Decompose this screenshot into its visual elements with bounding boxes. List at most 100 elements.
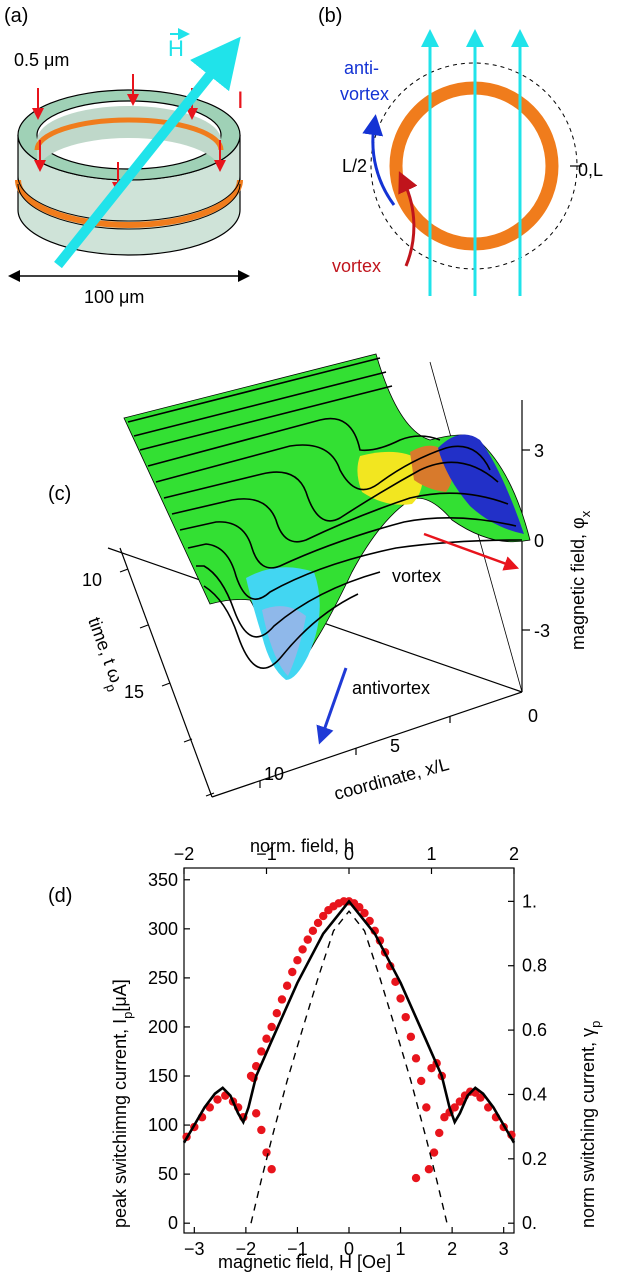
theory-curve <box>182 899 516 1144</box>
data-point <box>293 956 302 965</box>
junction-inner <box>34 117 224 151</box>
antivortex-label-2: vortex <box>340 84 389 104</box>
x-tick-label: −3 <box>184 1239 205 1259</box>
right-tick-label: 0.4 <box>522 1084 547 1104</box>
x-tick-label: 2 <box>447 1239 457 1259</box>
field-surface <box>123 353 531 680</box>
time-ticks <box>119 568 215 797</box>
svg-text:coordinate, x/L: coordinate, x/L <box>332 754 451 804</box>
x-tick-label: 3 <box>499 1239 509 1259</box>
y-tick-label: 150 <box>148 1066 178 1086</box>
z-tick-neg3: -3 <box>534 621 550 641</box>
vortex-label: vortex <box>332 256 381 276</box>
antivortex-label-1: anti- <box>344 58 379 78</box>
right-tick-label: 0.2 <box>522 1149 547 1169</box>
data-point <box>267 1165 276 1174</box>
data-point <box>401 1012 410 1022</box>
data-point <box>251 1109 261 1118</box>
z-tick-0: 0 <box>534 531 544 551</box>
data-point <box>396 994 405 1003</box>
data-point <box>406 1032 416 1041</box>
right-tick-label: 0.6 <box>522 1020 547 1040</box>
thickness-label: 0.5 μm <box>14 50 69 70</box>
x-tick-label: 1 <box>396 1239 406 1259</box>
panel-b: (b) anti- vortex vortex L/2 0,L <box>318 5 603 296</box>
coord-tick-0: 0 <box>528 706 538 726</box>
time-axis-title: time, t ωp <box>80 615 129 694</box>
coord-tick-5: 5 <box>390 736 400 756</box>
top-tick-label: 1 <box>426 844 436 864</box>
antivortex-arrow <box>316 667 348 745</box>
panel-c: (c) 3 0 -3 10 15 10 5 0 <box>48 353 593 804</box>
data-point <box>303 935 312 944</box>
data-point <box>416 1076 426 1086</box>
data-point <box>391 977 400 987</box>
left-axis-title: peak switchimng current, Ip[μA] <box>110 979 135 1228</box>
coordinate-ticks <box>259 716 451 788</box>
bottom-axis-title: magnetic field, H [Oe] <box>218 1252 391 1272</box>
data-point <box>257 1125 266 1135</box>
data-point <box>262 1148 271 1157</box>
y-tick-label: 100 <box>148 1115 178 1135</box>
data-point <box>262 1034 271 1043</box>
x-tick-label: −2 <box>236 1239 257 1259</box>
coord-tick-10: 10 <box>264 764 284 784</box>
field-label: H <box>168 36 184 61</box>
data-point <box>435 1128 444 1138</box>
panel-b-label: (b) <box>318 5 342 27</box>
panel-d-label: (d) <box>48 885 72 907</box>
origin-label: 0,L <box>578 160 603 180</box>
diameter-label: 100 μm <box>84 287 144 307</box>
z-axis-title: magnetic field, φx <box>568 510 593 650</box>
data-point <box>277 995 287 1004</box>
svg-text:time, t ωp: time, t ωp <box>80 615 129 694</box>
data-point <box>422 1103 431 1112</box>
top-axis-title: norm. field, h <box>250 836 354 856</box>
panel-a-label: (a) <box>4 5 28 27</box>
z-tick-3: 3 <box>534 441 544 461</box>
coordinate-axis-title: coordinate, x/L <box>332 754 451 804</box>
y-tick-label: 300 <box>148 919 178 939</box>
svg-text:peak switchimng current, Ip[μA: peak switchimng current, Ip[μA] <box>110 979 135 1228</box>
field-arrow <box>54 36 241 269</box>
time-tick-15: 15 <box>124 682 144 702</box>
data-point <box>257 1047 266 1056</box>
antivortex-path <box>362 114 396 206</box>
right-tick-label: 0. <box>522 1213 537 1233</box>
field-lines <box>421 29 529 296</box>
data-point <box>267 1022 276 1032</box>
right-axis-title: norm switching current, γp <box>578 1021 603 1228</box>
junction-outer <box>15 179 243 228</box>
data-point <box>411 1054 421 1063</box>
data-point <box>360 908 369 918</box>
panel-c-label: (c) <box>48 483 71 505</box>
top-tick-label: −2 <box>174 844 195 864</box>
panel-d: (d) norm. field, h −3 −2 −1 0 1 2 3 −2 −1 0 1 2 0 50 1… <box>48 836 603 1272</box>
data-point <box>424 1165 434 1174</box>
plot-layer: −3 −2 −1 0 1 2 3 −2 −1 0 1 2 0 50 100 150 200 250 300 350 0.… <box>148 844 547 1259</box>
data-point <box>476 1093 485 1102</box>
right-tick-label: 1. <box>522 891 537 911</box>
y-tick-label: 350 <box>148 870 178 890</box>
data-point <box>298 945 307 954</box>
antivortex-surface-label: antivortex <box>352 678 430 698</box>
time-axis-line <box>119 547 213 798</box>
data-point <box>355 903 364 912</box>
data-point <box>288 967 297 977</box>
top-tick-label: −1 <box>256 844 277 864</box>
half-label: L/2 <box>342 156 367 176</box>
plot-frame <box>183 867 515 1234</box>
current-label: I <box>237 87 244 114</box>
data-point <box>319 911 328 921</box>
data-point <box>308 926 318 935</box>
data-point <box>411 1173 421 1183</box>
data-point <box>455 1097 465 1106</box>
svg-text:norm switching current, γp: norm switching current, γp <box>578 1021 603 1228</box>
x-tick-label: 0 <box>344 1239 354 1259</box>
y-tick-label: 50 <box>158 1164 178 1184</box>
data-point <box>213 1095 222 1104</box>
x-tick-label: −1 <box>287 1239 308 1259</box>
dashed-curve <box>250 910 448 1224</box>
y-tick-label: 0 <box>168 1213 178 1233</box>
